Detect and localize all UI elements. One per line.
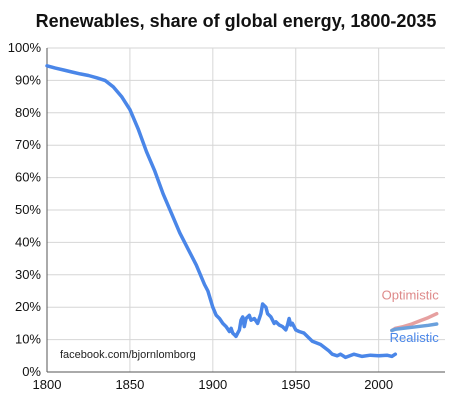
series-line (390, 322, 439, 333)
y-tick-label: 50% (15, 202, 41, 217)
y-tick-label: 40% (15, 234, 41, 249)
y-tick-label: 70% (15, 137, 41, 152)
y-tick-label: 60% (15, 170, 41, 185)
y-tick-label: 90% (15, 72, 41, 87)
y-tick-label: 10% (15, 332, 41, 347)
chart-title: Renewables, share of global energy, 1800… (36, 11, 437, 31)
series-line (45, 64, 398, 360)
x-tick-label: 1800 (33, 377, 62, 392)
axes (46, 48, 445, 373)
y-tick-label: 20% (15, 299, 41, 314)
series-labels: Optimistic Realistic (382, 288, 440, 345)
y-tick-label: 80% (15, 105, 41, 120)
y-tick-label: 100% (8, 40, 42, 55)
series-label: Realistic (390, 330, 440, 345)
source-annotation: facebook.com/bjornlomborg (60, 349, 196, 361)
tick-labels: 0% 10% 20% 30% 40% 50% 60% 70% 80% 90% 100% 1800 185… (8, 40, 393, 392)
y-tick-label: 30% (15, 267, 41, 282)
x-tick-label: 1900 (198, 377, 227, 392)
y-tick-label: 0% (22, 364, 41, 379)
series-lines (45, 64, 439, 360)
x-tick-label: 2000 (364, 377, 393, 392)
x-tick-label: 1850 (115, 377, 144, 392)
series-label: Optimistic (382, 288, 440, 303)
x-tick-label: 1950 (281, 377, 310, 392)
